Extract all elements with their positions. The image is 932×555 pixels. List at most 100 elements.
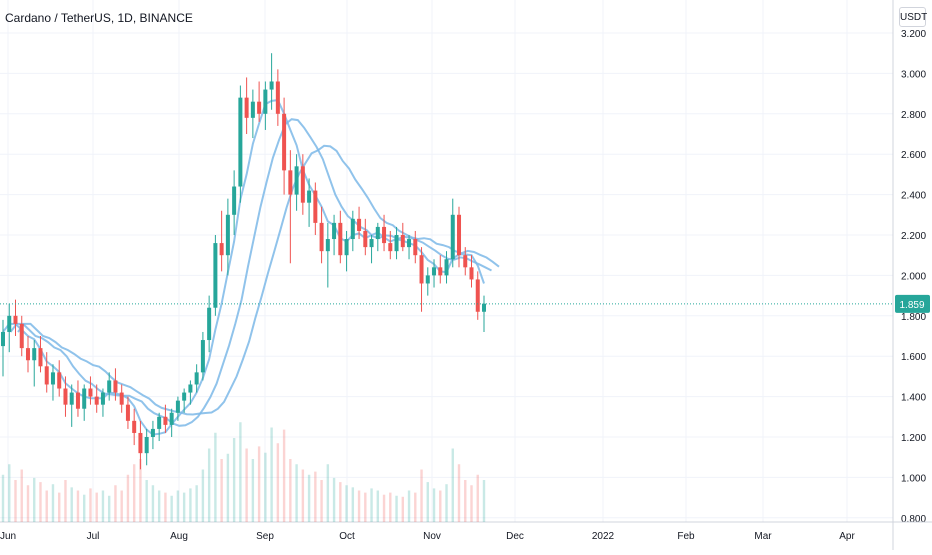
volume-bar — [101, 490, 105, 522]
candle-body — [419, 255, 424, 284]
candle-body — [300, 166, 305, 203]
candle-body — [132, 420, 137, 433]
candle-body — [382, 226, 387, 244]
candle-body — [200, 340, 205, 373]
candle-body — [313, 190, 318, 223]
x-tick-label: 2022 — [592, 531, 615, 542]
candle-body — [444, 259, 449, 276]
volume-bar — [39, 482, 42, 522]
volume-bar — [314, 471, 317, 522]
candle-body — [407, 239, 412, 248]
candle-body — [144, 437, 149, 454]
candle-body — [469, 267, 474, 280]
volume-bar — [51, 484, 55, 522]
candle-body — [369, 239, 374, 248]
candle-body — [450, 214, 455, 260]
volume-bar — [445, 484, 448, 522]
moving-average-line — [17, 144, 500, 416]
candle-body — [363, 230, 368, 248]
candle-body — [32, 348, 37, 361]
candle-body — [219, 243, 224, 256]
volume-bar — [226, 453, 230, 522]
x-tick-label: Feb — [677, 531, 695, 542]
volume-bar — [239, 422, 242, 522]
volume-bar — [120, 490, 123, 522]
volume-bar — [132, 464, 136, 522]
candle-body — [175, 400, 180, 413]
candle-body — [325, 239, 330, 252]
candle-body — [275, 81, 280, 114]
volume-bar — [407, 490, 411, 522]
volume-bar — [45, 490, 48, 522]
x-tick-label: Oct — [339, 531, 355, 542]
y-tick-label: 1.600 — [901, 352, 926, 363]
volume-bar — [95, 492, 98, 522]
volume-bar — [189, 488, 192, 522]
volume-bar — [64, 480, 67, 522]
volume-bar — [351, 487, 355, 522]
y-tick-label: 3.200 — [901, 29, 926, 40]
volume-bar — [195, 485, 198, 522]
candle-body — [388, 243, 393, 252]
y-tick-label: 0.800 — [901, 514, 926, 525]
volume-bar — [245, 448, 248, 522]
moving-average-line — [2, 99, 485, 436]
candle-body — [400, 235, 405, 248]
candle-body — [57, 372, 62, 389]
candle-body — [294, 166, 299, 195]
moving-average-line — [9, 118, 492, 427]
candle-body — [19, 323, 24, 349]
candle-body — [94, 396, 99, 405]
volume-bar — [370, 488, 373, 522]
volume-bar — [8, 464, 11, 522]
volume-bar — [70, 487, 73, 522]
candle-body — [269, 81, 274, 90]
candle-body — [213, 243, 218, 308]
candle-body — [344, 239, 349, 256]
candle-body — [375, 226, 380, 240]
volume-bar — [382, 494, 386, 522]
candle-body — [138, 432, 143, 454]
candle-body — [250, 101, 255, 118]
candle-body — [413, 239, 418, 256]
candle-body — [482, 303, 486, 312]
candle-body — [13, 315, 18, 324]
candle-body — [1, 331, 5, 347]
candle-body — [225, 214, 230, 256]
volume-bar — [432, 488, 436, 522]
candle-body — [188, 384, 193, 393]
candle-body — [244, 97, 249, 118]
last-price-label: 1.859 — [899, 300, 924, 311]
candle-body — [238, 97, 243, 187]
volume-bar — [307, 474, 311, 522]
last-price-badge — [895, 294, 930, 313]
candle-body — [150, 428, 155, 437]
y-tick-label: 1.200 — [901, 433, 926, 444]
volume-bar — [426, 482, 429, 522]
volume-bar — [345, 485, 348, 522]
candle-body — [25, 348, 30, 361]
volume-bar — [470, 485, 473, 522]
candle-body — [438, 267, 443, 276]
x-tick-label: Apr — [839, 531, 855, 542]
volume-bar — [376, 490, 380, 522]
candle-body — [50, 372, 55, 385]
volume-bar — [170, 495, 173, 522]
volume-bar — [451, 448, 454, 522]
volume-bar — [357, 490, 361, 522]
y-tick-label: 2.000 — [901, 271, 926, 282]
volume-bar — [126, 474, 130, 522]
volume-bar — [270, 427, 273, 522]
candle-body — [75, 392, 80, 409]
candle-body — [125, 404, 130, 421]
currency-button[interactable]: USDT — [899, 7, 927, 27]
volume-bar — [414, 492, 417, 522]
candle-body — [82, 388, 87, 409]
y-tick-label: 1.000 — [901, 473, 926, 484]
x-tick-label: Aug — [170, 531, 188, 542]
volume-bar — [401, 496, 404, 522]
volume-bar — [157, 490, 161, 522]
volume-bar — [220, 459, 223, 522]
